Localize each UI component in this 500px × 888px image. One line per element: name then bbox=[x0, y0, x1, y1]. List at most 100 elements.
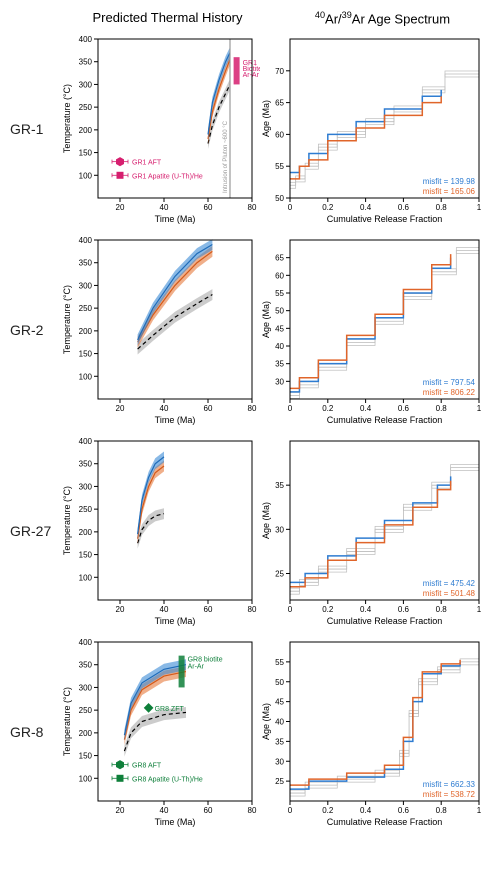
svg-text:60: 60 bbox=[275, 131, 284, 140]
svg-text:80: 80 bbox=[248, 404, 257, 413]
svg-text:55: 55 bbox=[275, 289, 284, 298]
svg-text:200: 200 bbox=[79, 327, 93, 336]
svg-text:200: 200 bbox=[79, 126, 93, 135]
svg-text:60: 60 bbox=[275, 272, 284, 281]
svg-text:80: 80 bbox=[248, 605, 257, 614]
svg-text:0.2: 0.2 bbox=[322, 404, 334, 413]
svg-text:Cumulative Release Fraction: Cumulative Release Fraction bbox=[327, 214, 443, 224]
svg-text:100: 100 bbox=[79, 373, 93, 382]
svg-text:40: 40 bbox=[275, 342, 284, 351]
svg-text:GR1 Apatite (U-Th)/He: GR1 Apatite (U-Th)/He bbox=[132, 174, 203, 181]
thermal-panel: GR8 biotiteAr-ArGR8 ZFTGR8 AFTGR8 Apatit… bbox=[60, 634, 260, 829]
svg-text:Cumulative Release Fraction: Cumulative Release Fraction bbox=[327, 817, 443, 827]
thermal-panel: 20406080100150200250300350400Time (Ma)Te… bbox=[60, 433, 260, 628]
svg-text:150: 150 bbox=[79, 350, 93, 359]
row-GR-27: GR-2720406080100150200250300350400Time (… bbox=[10, 433, 490, 628]
svg-text:40: 40 bbox=[160, 404, 169, 413]
svg-text:350: 350 bbox=[79, 661, 93, 670]
svg-text:Time (Ma): Time (Ma) bbox=[155, 415, 196, 425]
svg-text:55: 55 bbox=[275, 163, 284, 172]
svg-text:Temperature (°C): Temperature (°C) bbox=[62, 84, 72, 153]
svg-text:30: 30 bbox=[275, 758, 284, 767]
row-label: GR-27 bbox=[10, 523, 60, 539]
svg-text:250: 250 bbox=[79, 304, 93, 313]
svg-text:45: 45 bbox=[275, 325, 284, 334]
svg-text:0.4: 0.4 bbox=[360, 404, 372, 413]
svg-text:250: 250 bbox=[79, 706, 93, 715]
svg-text:65: 65 bbox=[275, 99, 284, 108]
svg-text:Age (Ma): Age (Ma) bbox=[261, 301, 271, 338]
svg-text:35: 35 bbox=[275, 481, 284, 490]
svg-text:0.4: 0.4 bbox=[360, 203, 372, 212]
row-label: GR-1 bbox=[10, 121, 60, 137]
svg-text:30: 30 bbox=[275, 378, 284, 387]
svg-text:Time (Ma): Time (Ma) bbox=[155, 616, 196, 626]
svg-text:60: 60 bbox=[204, 203, 213, 212]
row-GR-1: GR-1Intrusion of Pluton ~600 °CGR1Biotit… bbox=[10, 31, 490, 226]
svg-text:Temperature (°C): Temperature (°C) bbox=[62, 486, 72, 555]
svg-text:1: 1 bbox=[477, 404, 482, 413]
svg-text:misfit = 538.72: misfit = 538.72 bbox=[423, 790, 476, 799]
svg-text:Ar-Ar: Ar-Ar bbox=[243, 72, 260, 79]
svg-text:80: 80 bbox=[248, 203, 257, 212]
svg-text:0.4: 0.4 bbox=[360, 605, 372, 614]
svg-text:40: 40 bbox=[160, 203, 169, 212]
svg-text:30: 30 bbox=[275, 526, 284, 535]
svg-text:400: 400 bbox=[79, 437, 93, 446]
svg-text:100: 100 bbox=[79, 775, 93, 784]
svg-text:misfit = 475.42: misfit = 475.42 bbox=[423, 579, 476, 588]
svg-text:150: 150 bbox=[79, 752, 93, 761]
svg-text:Age (Ma): Age (Ma) bbox=[261, 100, 271, 137]
row-GR-8: GR-8GR8 biotiteAr-ArGR8 ZFTGR8 AFTGR8 Ap… bbox=[10, 634, 490, 829]
thermal-panel: 20406080100150200250300350400Time (Ma)Te… bbox=[60, 232, 260, 427]
svg-text:350: 350 bbox=[79, 460, 93, 469]
svg-text:300: 300 bbox=[79, 81, 93, 90]
svg-text:0: 0 bbox=[288, 806, 293, 815]
svg-text:0.4: 0.4 bbox=[360, 806, 372, 815]
svg-text:misfit = 139.98: misfit = 139.98 bbox=[423, 177, 476, 186]
svg-text:40: 40 bbox=[160, 605, 169, 614]
svg-text:50: 50 bbox=[275, 307, 284, 316]
svg-text:400: 400 bbox=[79, 236, 93, 245]
svg-text:350: 350 bbox=[79, 58, 93, 67]
svg-text:50: 50 bbox=[275, 194, 284, 203]
svg-text:20: 20 bbox=[116, 203, 125, 212]
svg-text:150: 150 bbox=[79, 551, 93, 560]
svg-text:50: 50 bbox=[275, 678, 284, 687]
svg-text:400: 400 bbox=[79, 638, 93, 647]
spectrum-panel: 00.20.40.60.815055606570Cumulative Relea… bbox=[260, 31, 485, 226]
svg-text:0: 0 bbox=[288, 203, 293, 212]
svg-text:150: 150 bbox=[79, 149, 93, 158]
svg-text:0.2: 0.2 bbox=[322, 203, 334, 212]
svg-text:25: 25 bbox=[275, 777, 284, 786]
svg-text:GR8 biotite: GR8 biotite bbox=[188, 657, 223, 664]
svg-text:Temperature (°C): Temperature (°C) bbox=[62, 285, 72, 354]
svg-text:misfit = 501.48: misfit = 501.48 bbox=[423, 589, 476, 598]
svg-text:300: 300 bbox=[79, 684, 93, 693]
svg-text:1: 1 bbox=[477, 203, 482, 212]
svg-text:250: 250 bbox=[79, 505, 93, 514]
svg-text:Temperature (°C): Temperature (°C) bbox=[62, 687, 72, 756]
svg-text:35: 35 bbox=[275, 738, 284, 747]
svg-text:0.2: 0.2 bbox=[322, 806, 334, 815]
row-label: GR-2 bbox=[10, 322, 60, 338]
svg-text:GR8 ZFT: GR8 ZFT bbox=[155, 706, 185, 713]
col-header-left: Predicted Thermal History bbox=[60, 10, 275, 31]
svg-text:250: 250 bbox=[79, 103, 93, 112]
svg-text:0.8: 0.8 bbox=[436, 806, 448, 815]
svg-text:200: 200 bbox=[79, 729, 93, 738]
row-GR-2: GR-220406080100150200250300350400Time (M… bbox=[10, 232, 490, 427]
svg-text:60: 60 bbox=[204, 404, 213, 413]
svg-text:0.6: 0.6 bbox=[398, 806, 410, 815]
svg-text:20: 20 bbox=[116, 605, 125, 614]
svg-text:misfit = 662.33: misfit = 662.33 bbox=[423, 780, 476, 789]
svg-text:0.6: 0.6 bbox=[398, 203, 410, 212]
svg-text:Cumulative Release Fraction: Cumulative Release Fraction bbox=[327, 415, 443, 425]
svg-text:misfit = 806.22: misfit = 806.22 bbox=[423, 388, 476, 397]
svg-text:Time (Ma): Time (Ma) bbox=[155, 214, 196, 224]
svg-text:25: 25 bbox=[275, 570, 284, 579]
spectrum-panel: 00.20.40.60.8125303540455055Cumulative R… bbox=[260, 634, 485, 829]
svg-text:35: 35 bbox=[275, 360, 284, 369]
svg-text:200: 200 bbox=[79, 528, 93, 537]
svg-text:0.6: 0.6 bbox=[398, 605, 410, 614]
